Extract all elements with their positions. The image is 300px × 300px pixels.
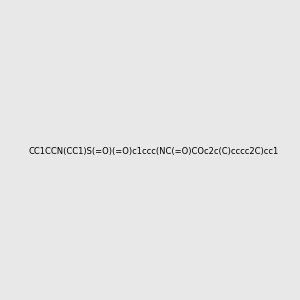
- Text: CC1CCN(CC1)S(=O)(=O)c1ccc(NC(=O)COc2c(C)cccc2C)cc1: CC1CCN(CC1)S(=O)(=O)c1ccc(NC(=O)COc2c(C)…: [28, 147, 279, 156]
